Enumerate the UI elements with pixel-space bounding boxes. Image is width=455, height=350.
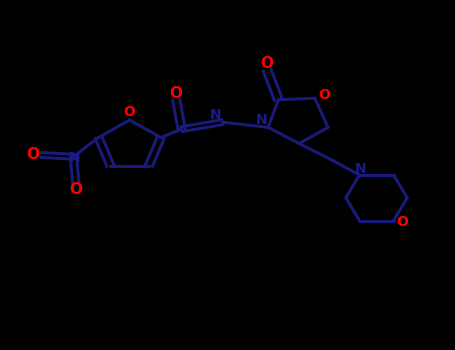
Text: N: N (210, 108, 222, 122)
Text: O: O (261, 56, 273, 71)
Text: O: O (397, 215, 409, 229)
Text: O: O (26, 147, 39, 162)
Text: O: O (318, 89, 330, 103)
Text: N: N (256, 113, 268, 127)
Text: N: N (69, 152, 80, 166)
Text: O: O (170, 86, 183, 100)
Text: O: O (124, 105, 136, 119)
Text: O: O (69, 182, 82, 197)
Text: N: N (354, 162, 366, 176)
